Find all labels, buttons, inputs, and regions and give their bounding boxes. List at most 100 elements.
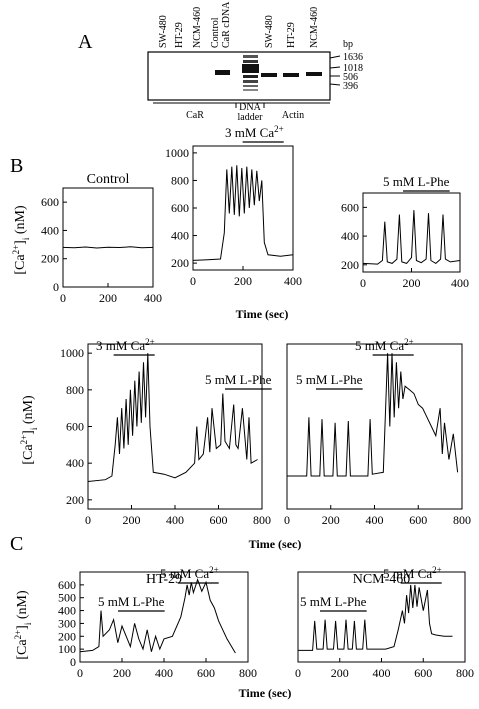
x-tick-label: 400	[144, 291, 162, 305]
gel-band	[283, 73, 299, 77]
y-tick-label: 400	[171, 229, 189, 243]
bp-label: 396	[343, 81, 358, 92]
x-axis-label: Time (sec)	[249, 537, 302, 551]
x-axis-label: Time (sec)	[239, 686, 292, 700]
x-tick-label: 400	[166, 513, 184, 527]
lane-label: NCM-460	[309, 7, 320, 48]
y-label-part: (nM)	[15, 590, 30, 623]
annotation: 5 mM L-Phe	[98, 594, 165, 609]
x-tick-label: 200	[234, 274, 252, 288]
lane-label: NCM-460	[192, 7, 203, 48]
annotation-sup: 2+	[274, 124, 284, 134]
lane-label: HT-29	[286, 22, 297, 48]
annotation-sup: 2+	[404, 337, 414, 347]
y-tick-label: 800	[66, 383, 84, 397]
gel-band	[243, 80, 258, 83]
annotation: 5 mM Ca2+	[383, 565, 442, 581]
y-tick-label: 400	[41, 223, 59, 237]
x-tick-label: 0	[77, 666, 83, 680]
y-tick-label: 300	[58, 616, 76, 630]
gel-band	[243, 60, 258, 63]
x-tick-label: 200	[123, 513, 141, 527]
plot-frame	[286, 343, 463, 510]
y-tick-label: 0	[70, 655, 76, 669]
x-tick-label: 200	[403, 276, 421, 290]
bp-tick	[329, 66, 341, 69]
gel-band	[261, 73, 277, 77]
x-tick-label: 800	[239, 666, 257, 680]
y-tick-label: 400	[66, 456, 84, 470]
x-tick-label: 400	[155, 666, 173, 680]
gel-band	[306, 72, 322, 76]
y-tick-label: 100	[58, 642, 76, 656]
gel-band	[215, 70, 230, 75]
trace	[192, 165, 294, 261]
gel-band	[243, 89, 258, 91]
y-tick-label: 600	[171, 201, 189, 215]
annotation: 5 mM L-Phe	[383, 174, 450, 189]
group-label: Actin	[282, 110, 304, 121]
x-tick-label: 0	[295, 666, 301, 680]
x-tick-label: 200	[99, 291, 117, 305]
trace	[79, 578, 236, 654]
annotation-text: 5 mM Ca	[383, 566, 432, 581]
x-tick-label: 200	[322, 513, 340, 527]
bp-label: 1636	[343, 52, 363, 63]
y-tick-label: 500	[58, 591, 76, 605]
bp-tick	[329, 83, 341, 86]
bp-tick	[329, 55, 341, 59]
trace	[62, 246, 154, 249]
x-tick-label: 800	[253, 513, 271, 527]
plot-frame	[62, 187, 154, 288]
group-label: CaR	[186, 110, 204, 121]
chart-title: NCM-460	[353, 572, 411, 587]
y-label-sub: i	[29, 427, 39, 430]
x-tick-label: 200	[113, 666, 131, 680]
y-axis-label: [Ca2+]i (nM)	[13, 590, 33, 660]
lane-label: CaR cDNA	[221, 1, 232, 48]
y-tick-label: 600	[41, 195, 59, 209]
lane-label: Control	[210, 17, 221, 48]
annotation: 5 mM L-Phe	[300, 594, 367, 609]
x-tick-label: 0	[284, 513, 290, 527]
annotation: 5 mM L-Phe	[205, 372, 272, 387]
trace	[298, 584, 453, 651]
x-tick-label: 400	[373, 666, 391, 680]
panel-label: A	[78, 31, 93, 53]
y-tick-label: 400	[58, 604, 76, 618]
annotation: 3 mM Ca2+	[225, 124, 284, 140]
trace	[87, 353, 258, 482]
panel-label: B	[10, 155, 23, 177]
y-label-part: [Ca	[13, 254, 28, 275]
y-tick-label: 200	[66, 493, 84, 507]
y-tick-label: 400	[341, 229, 359, 243]
plot-frame	[362, 192, 461, 273]
y-tick-label: 200	[171, 256, 189, 270]
chart-title: Control	[87, 172, 130, 187]
bp-label: 1018	[343, 63, 363, 74]
y-label-part: ]	[15, 625, 30, 630]
chart-title: HT-29	[146, 572, 182, 587]
trace	[362, 210, 461, 265]
annotation-text: 3 mM Ca	[225, 125, 274, 140]
annotation-text: 5 mM Ca	[160, 566, 209, 581]
lane-labels: SW-480 HT-29 NCM-460 Control CaR cDNA SW…	[158, 1, 363, 123]
x-tick-label: 400	[366, 513, 384, 527]
bp-label: bp	[343, 39, 353, 50]
lane-label: HT-29	[174, 22, 185, 48]
x-tick-label: 0	[85, 513, 91, 527]
y-tick-label: 200	[41, 252, 59, 266]
group-label: ladder	[238, 112, 264, 123]
y-tick-label: 200	[341, 258, 359, 272]
y-label-part: ]	[13, 240, 28, 245]
y-label-sup: 2+	[19, 435, 29, 445]
annotation-sup: 2+	[145, 337, 155, 347]
annotation-text: 5 mM Ca	[355, 338, 404, 353]
trace	[287, 353, 459, 477]
panel-label: C	[10, 533, 23, 555]
gel-band	[243, 55, 258, 58]
y-tick-label: 600	[58, 578, 76, 592]
annotation-sup: 2+	[209, 565, 219, 575]
annotation-text: 5 mM L-Phe	[300, 594, 367, 609]
